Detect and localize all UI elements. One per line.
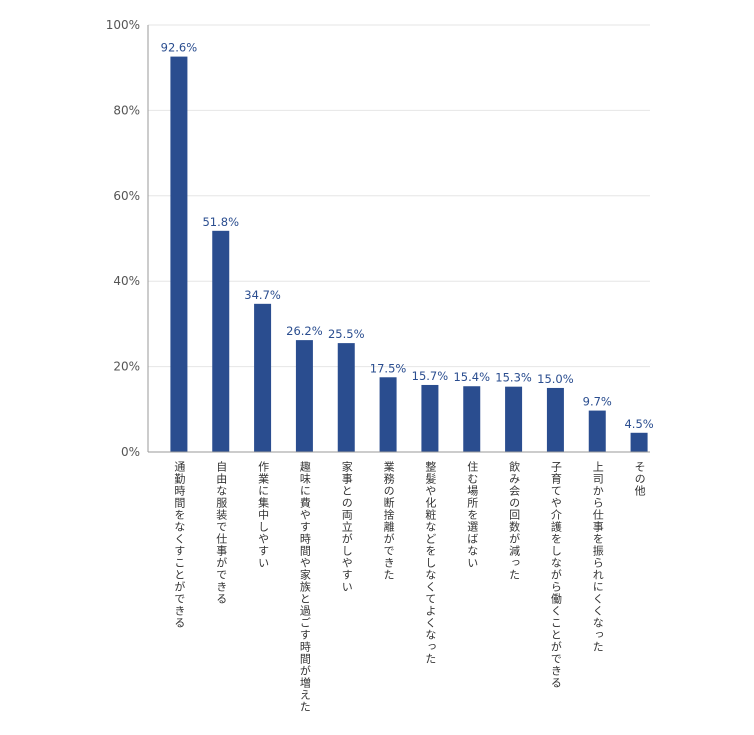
bar [170, 56, 188, 453]
data-label: 17.5% [370, 361, 407, 375]
gridlines [148, 24, 650, 368]
category-label: 自由な服装で仕事ができる [214, 461, 228, 605]
bar [379, 377, 397, 452]
bar [212, 230, 230, 452]
category-label: 趣味に費やす時間や家族と過ごす時間が増えた [298, 461, 312, 713]
bar [505, 386, 523, 452]
data-label: 92.6% [161, 41, 198, 55]
y-tick-label: 80% [113, 103, 140, 117]
bar [421, 384, 439, 452]
data-label: 26.2% [286, 324, 323, 338]
bar [546, 387, 564, 452]
bar [295, 340, 313, 452]
category-label: 住む場所を選ばない [465, 461, 479, 569]
category-label: 作業に集中しやすい [256, 461, 270, 569]
y-tick-label: 0% [121, 445, 140, 459]
data-label: 15.7% [412, 369, 449, 383]
data-label: 51.8% [202, 215, 239, 229]
data-label: 4.5% [624, 417, 653, 431]
category-label: 業務の断捨離ができた [382, 461, 396, 581]
bar [630, 432, 648, 452]
category-label: 子育てや介護をしながら働くことができる [549, 461, 563, 689]
bar [463, 386, 481, 452]
data-label: 25.5% [328, 327, 365, 341]
category-label: 飲み会の回数が減った [507, 461, 521, 581]
category-label: 上司から仕事を振られにくくなった [591, 461, 605, 653]
y-axis-ticks: 0% 20% 40% 60% 80% 100% [106, 18, 140, 459]
y-tick-label: 20% [113, 360, 140, 374]
data-label: 34.7% [244, 288, 281, 302]
data-label: 9.7% [583, 395, 612, 409]
y-tick-label: 40% [113, 274, 140, 288]
bar [588, 410, 606, 452]
y-tick-label: 100% [106, 18, 140, 32]
bar [337, 343, 355, 452]
y-tick-label: 60% [113, 189, 140, 203]
category-label: 通勤時間をなくすことができる [172, 461, 186, 629]
bar [254, 303, 272, 452]
data-label: 15.3% [495, 371, 532, 385]
data-labels: 92.6% 51.8% 34.7% 26.2% 25.5% 17.5% 15.7% 15.4%… [161, 41, 654, 431]
category-label: その他 [633, 461, 647, 497]
category-label: 整髪や化粧などをしなくてよくなった [423, 461, 437, 665]
category-label: 家事との両立がしやすい [340, 461, 354, 593]
data-label: 15.0% [537, 372, 574, 386]
bars [170, 56, 648, 453]
data-label: 15.4% [453, 370, 490, 384]
